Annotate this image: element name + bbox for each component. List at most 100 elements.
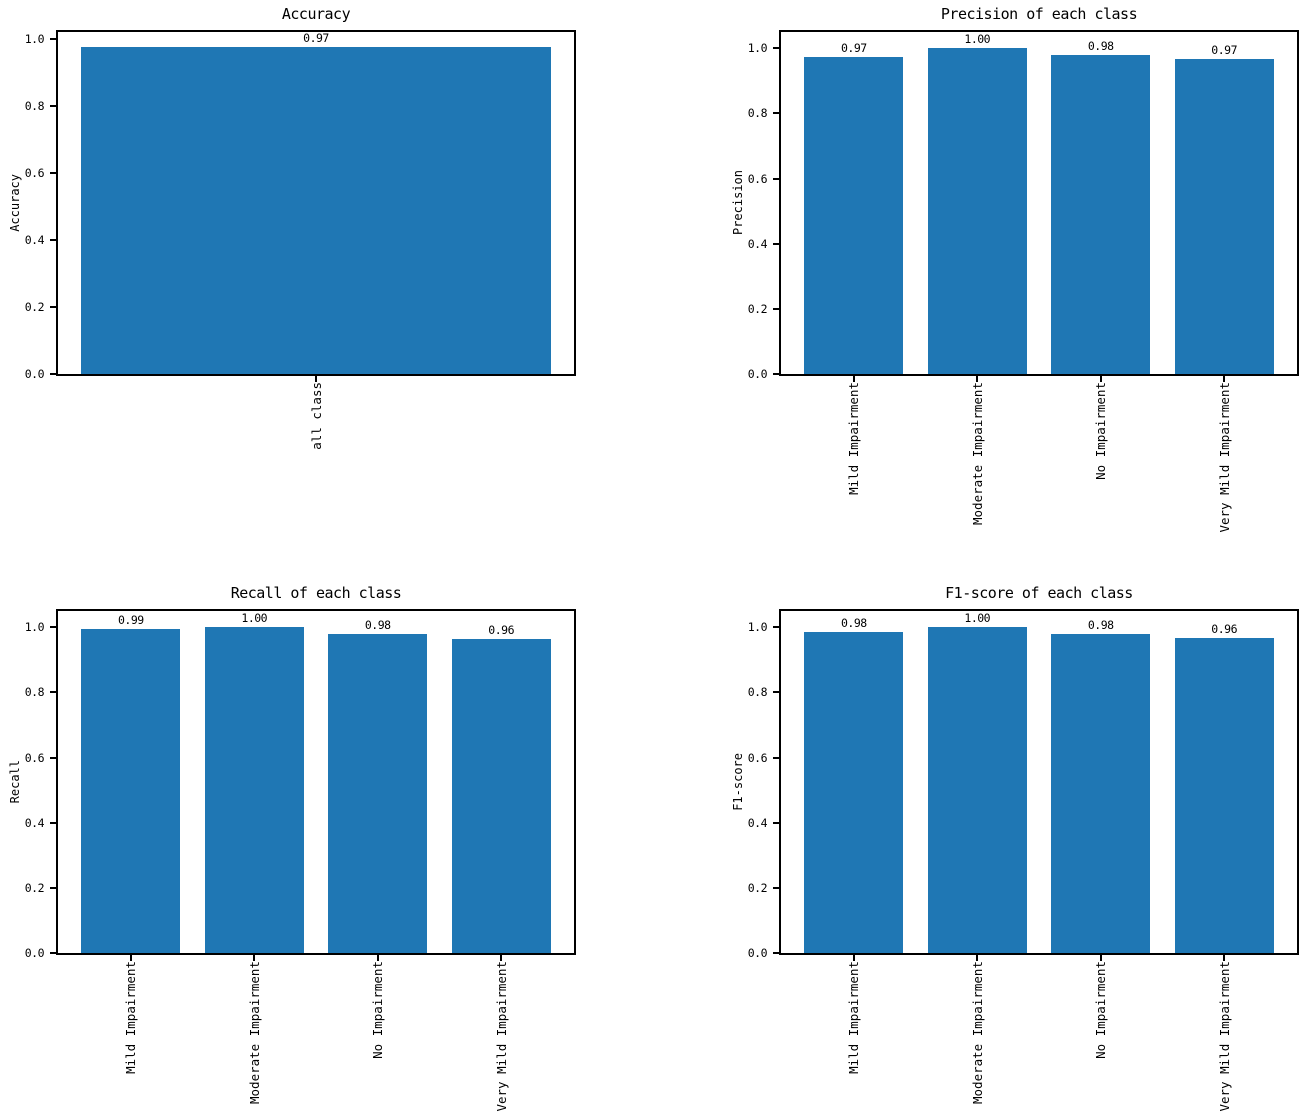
x-tick-label: all class	[305, 382, 327, 450]
bar-very-mild-impairment	[1174, 58, 1274, 374]
y-tick-label: 1.0	[24, 620, 45, 635]
x-tick-label: Moderate Impairment	[966, 382, 988, 525]
x-tick	[376, 955, 379, 961]
y-tick-label: 0.4	[747, 236, 768, 251]
x-tick	[976, 955, 979, 961]
bar-no-impairment	[1051, 55, 1151, 374]
y-axis-label-wrap: Precision	[729, 32, 747, 374]
y-tick	[773, 626, 779, 629]
y-tick-label: 0.8	[24, 685, 45, 700]
x-tick-label-text: No Impairment	[1093, 382, 1109, 480]
x-tick-label-text: Mild Impairment	[846, 961, 862, 1074]
y-tick-label: 0.0	[24, 946, 45, 960]
x-tick-label-text: Very Mild Impairment	[493, 961, 509, 1112]
y-tick-label: 0.2	[24, 299, 45, 314]
bar-value-label: 0.97	[840, 40, 867, 55]
x-tick-label: No Impairment	[367, 961, 389, 1059]
x-tick-label-text: Very Mild Impairment	[1216, 961, 1232, 1112]
x-tick-label: Moderate Impairment	[966, 961, 988, 1104]
f1-score-subplot: F1-score of each class F1-score 0.0 0.2 0.…	[731, 584, 1299, 1112]
y-tick-label: 0.8	[24, 98, 45, 113]
x-tick	[1223, 955, 1226, 961]
y-tick	[773, 242, 779, 245]
y-tick	[50, 171, 56, 174]
x-tick-label-text: all class	[308, 382, 324, 450]
chart-title: Recall of each class	[230, 584, 402, 602]
y-tick-label: 1.0	[747, 620, 768, 635]
y-tick	[773, 691, 779, 694]
precision-subplot: Precision of each class Precision 0.0 0.2…	[731, 5, 1299, 533]
recall-subplot: Recall of each class Recall 0.0 0.2 0.4 0.6…	[8, 584, 576, 1112]
x-tick	[315, 376, 317, 382]
x-tick	[1099, 376, 1102, 382]
bar-value-label: 0.99	[117, 612, 144, 627]
bar-value-label: 0.98	[1087, 39, 1114, 54]
bar-all-class	[81, 47, 551, 374]
y-axis-label: Accuracy	[8, 174, 22, 232]
y-tick-label: 0.6	[747, 750, 768, 765]
y-tick-label: 0.4	[24, 815, 45, 830]
y-tick-label: 1.0	[24, 31, 45, 46]
y-tick-label: 0.2	[24, 880, 45, 895]
bar-mild-impairment	[81, 628, 181, 953]
x-tick	[852, 955, 855, 961]
chart-title: Accuracy	[281, 5, 351, 23]
y-tick	[50, 626, 56, 629]
bar-value-label: 0.97	[303, 31, 329, 46]
x-tick	[852, 376, 855, 382]
y-tick-label: 0.8	[747, 685, 768, 700]
x-tick-label: Very Mild Impairment	[1213, 382, 1235, 533]
x-tick-label-text: Moderate Impairment	[969, 382, 985, 525]
x-tick-label: Mild Impairment	[843, 961, 865, 1074]
y-tick	[50, 373, 56, 375]
x-tick-label-text: Moderate Impairment	[969, 961, 985, 1104]
y-tick	[50, 238, 56, 241]
x-tick-label-text: Mild Impairment	[846, 382, 862, 495]
y-axis-label-wrap: Recall	[6, 611, 24, 953]
x-tick	[129, 955, 132, 961]
x-tick	[500, 955, 503, 961]
bar-value-label: 0.97	[1211, 42, 1237, 57]
y-tick-label: 0.0	[747, 946, 768, 960]
bar-moderate-impairment	[927, 48, 1027, 374]
y-tick-label: 0.0	[24, 367, 45, 381]
x-tick-label: No Impairment	[1090, 382, 1112, 480]
y-tick	[50, 821, 56, 824]
y-tick-label: 0.0	[747, 367, 768, 381]
y-tick-label: 0.2	[747, 880, 768, 895]
bar-very-mild-impairment	[1174, 638, 1274, 953]
bar-no-impairment	[328, 633, 428, 953]
y-tick	[50, 886, 56, 889]
x-tick	[1223, 376, 1226, 382]
y-tick	[773, 886, 779, 889]
y-tick	[773, 952, 779, 954]
y-tick-label: 0.6	[747, 171, 768, 186]
x-tick-label: Very Mild Impairment	[1213, 961, 1235, 1112]
bar-value-label: 0.96	[1211, 622, 1237, 637]
x-tick	[976, 376, 979, 382]
y-tick-label: 0.4	[24, 232, 45, 247]
y-axis-label: Recall	[8, 760, 22, 804]
y-tick-label: 0.6	[24, 750, 45, 765]
y-axis-label-wrap: Accuracy	[6, 32, 24, 374]
bar-value-label: 0.96	[488, 623, 514, 638]
x-tick-label: No Impairment	[1090, 961, 1112, 1059]
x-tick-label-text: No Impairment	[370, 961, 386, 1059]
bar-value-label: 1.00	[964, 32, 991, 47]
y-tick-label: 1.0	[747, 41, 768, 56]
x-tick-label-text: Very Mild Impairment	[1216, 382, 1232, 533]
bar-value-label: 1.00	[964, 611, 991, 626]
x-tick-label-text: No Impairment	[1093, 961, 1109, 1059]
bar-very-mild-impairment	[451, 639, 551, 953]
y-tick-label: 0.6	[24, 165, 45, 180]
bar-mild-impairment	[804, 56, 904, 374]
bar-moderate-impairment	[204, 627, 304, 953]
y-tick	[50, 691, 56, 694]
bar-value-label: 0.98	[840, 616, 867, 631]
y-tick-label: 0.2	[747, 301, 768, 316]
x-tick-label: Mild Impairment	[120, 961, 142, 1074]
chart-title: Precision of each class	[940, 5, 1138, 23]
y-tick	[773, 47, 779, 50]
bar-value-label: 0.98	[1087, 618, 1114, 633]
